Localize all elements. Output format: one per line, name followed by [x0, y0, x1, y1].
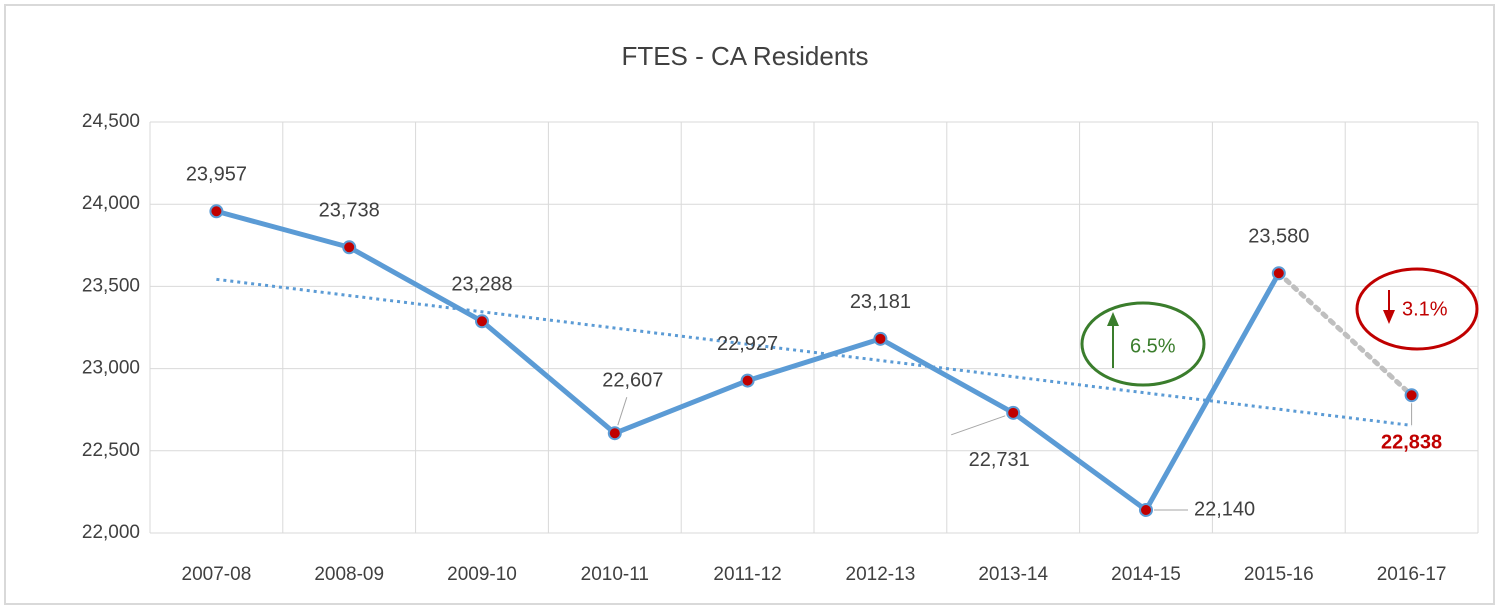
- trendline: [216, 277, 1412, 427]
- data-label: 23,738: [319, 200, 380, 222]
- plot: 23,957 23,738 23,288 22,607 22,927 23,181 22,7…: [186, 164, 1442, 521]
- leader-line: [617, 397, 628, 426]
- leader-line: [951, 415, 1006, 436]
- data-point: [607, 426, 622, 441]
- data-label: 23,181: [850, 291, 911, 313]
- annotation-ellipse: [1355, 267, 1479, 351]
- chart-title: FTES - CA Residents: [621, 41, 868, 71]
- annotation: 3.1%: [1402, 298, 1448, 320]
- x-tick-label: 2011-12: [713, 564, 781, 585]
- data-label: 23,580: [1248, 226, 1309, 248]
- x-tick-label: 2013-14: [978, 564, 1048, 585]
- data-label: 22,607: [602, 369, 663, 391]
- data-point: [740, 373, 755, 388]
- y-tick-label: 24,500: [82, 111, 140, 132]
- y-tick-label: 23,000: [82, 358, 140, 379]
- annotation-ellipse: [1080, 301, 1206, 387]
- data-label: 22,731: [969, 449, 1030, 471]
- annotation: 6.5%: [1130, 335, 1176, 357]
- grid: [149, 121, 1479, 534]
- data-label: 23,957: [186, 164, 247, 186]
- data-point: [873, 331, 888, 346]
- data-point: [1271, 266, 1286, 281]
- x-tick-label: 2007-08: [182, 564, 252, 585]
- data-label: 22,838: [1381, 432, 1442, 454]
- data-point: [342, 240, 357, 255]
- x-tick-label: 2012-13: [846, 564, 916, 585]
- x-tick-label: 2009-10: [447, 564, 517, 585]
- data-point: [1139, 502, 1153, 517]
- x-tick-label: 2016-17: [1377, 564, 1447, 585]
- data-point: [1006, 405, 1021, 420]
- data-label: 22,927: [717, 333, 778, 355]
- series-line-projected: [1276, 270, 1415, 398]
- x-tick-label: 2008-09: [314, 564, 384, 585]
- x-tick-label: 2014-15: [1111, 564, 1181, 585]
- chart-frame: [4, 4, 1495, 605]
- data-label: 22,140: [1194, 498, 1255, 520]
- data-point: [209, 204, 224, 219]
- y-tick-label: 22,500: [82, 440, 140, 461]
- data-point: [1404, 388, 1419, 403]
- x-tick-label: 2010-11: [581, 564, 649, 585]
- up-arrow-head: [1107, 312, 1119, 326]
- x-tick-label: 2015-16: [1244, 564, 1314, 585]
- y-tick-label: 24,000: [82, 193, 140, 214]
- down-arrow-head: [1383, 310, 1395, 324]
- y-tick-label: 22,000: [82, 522, 140, 543]
- data-point: [475, 314, 489, 329]
- data-label: 23,288: [451, 274, 512, 296]
- y-tick-label: 23,500: [82, 275, 140, 296]
